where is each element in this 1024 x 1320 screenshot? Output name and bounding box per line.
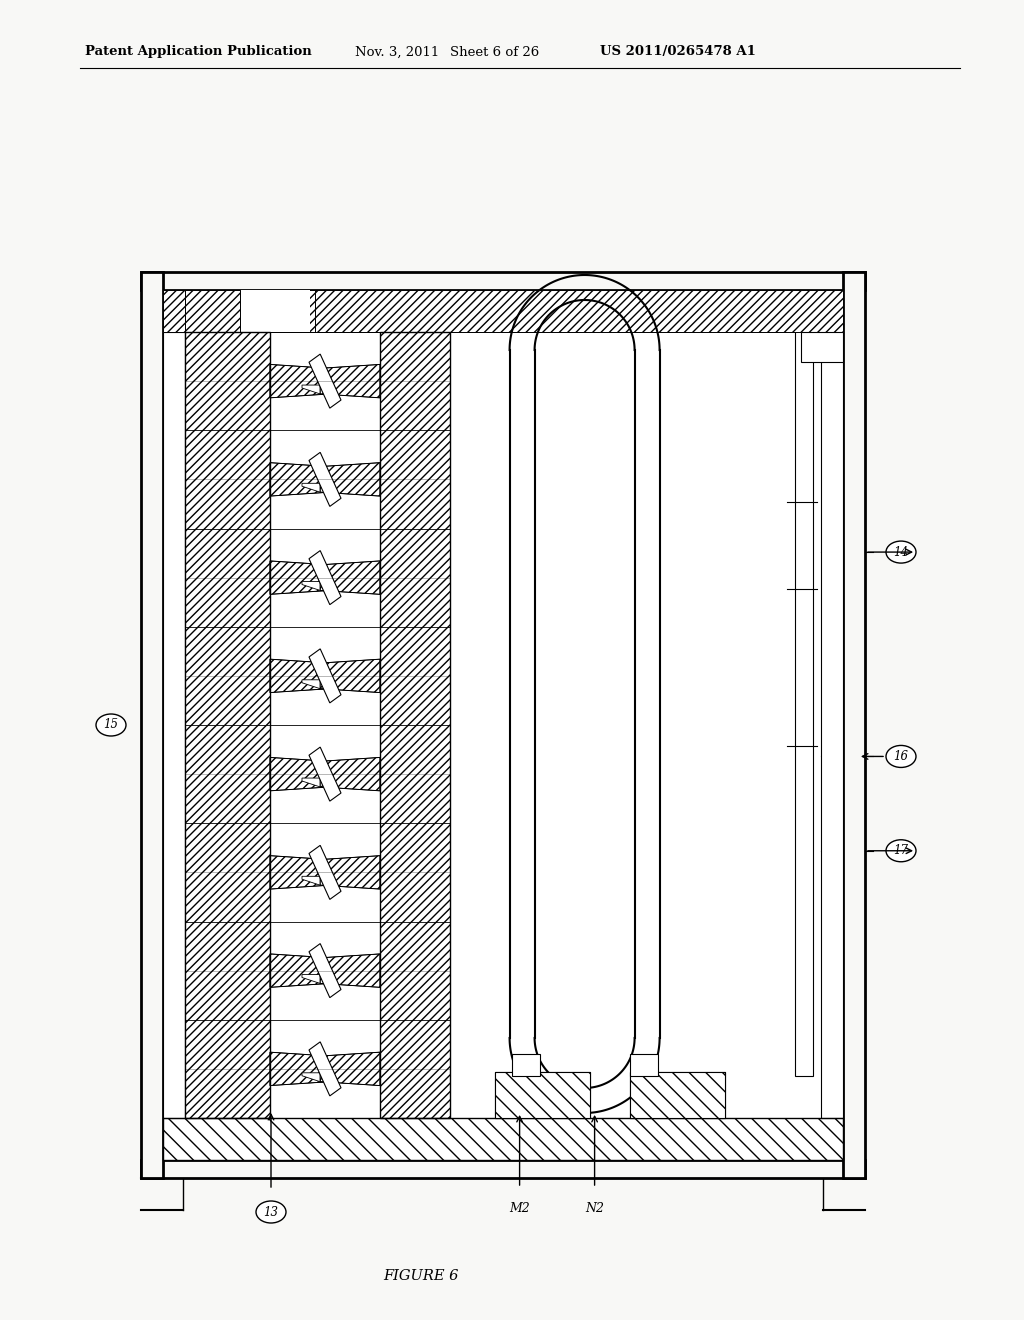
Polygon shape (330, 582, 348, 590)
Bar (821, 333, 843, 1118)
Bar (163, 1118, 843, 1160)
Bar (630, 1072, 725, 1118)
Polygon shape (270, 1052, 330, 1085)
Bar (801, 333, 843, 362)
Text: 14: 14 (894, 545, 908, 558)
Bar (185, 333, 270, 1118)
Bar (795, 290, 813, 1076)
Polygon shape (302, 385, 319, 393)
Bar (495, 1072, 590, 1118)
Bar (141, 272, 163, 1177)
Bar (185, 290, 240, 333)
Polygon shape (330, 974, 348, 983)
Bar (630, 1072, 725, 1118)
Polygon shape (309, 649, 341, 702)
Bar (380, 333, 450, 1118)
Polygon shape (309, 354, 341, 408)
Polygon shape (302, 974, 319, 983)
Ellipse shape (886, 541, 916, 564)
Bar (512, 1053, 540, 1076)
Bar (315, 290, 843, 333)
Polygon shape (319, 954, 380, 987)
Polygon shape (302, 582, 319, 590)
Bar (185, 290, 240, 333)
Bar (141, 272, 865, 290)
Text: 16: 16 (894, 750, 908, 763)
Polygon shape (270, 758, 330, 791)
Bar (240, 290, 310, 333)
Bar (141, 1160, 865, 1177)
Text: US 2011/0265478 A1: US 2011/0265478 A1 (600, 45, 756, 58)
Polygon shape (319, 758, 380, 791)
Polygon shape (330, 876, 348, 886)
Bar (163, 290, 185, 333)
Text: FIGURE 6: FIGURE 6 (384, 1269, 459, 1283)
Bar (843, 272, 865, 1177)
Polygon shape (270, 855, 330, 890)
Polygon shape (270, 954, 330, 987)
Bar (380, 333, 450, 1118)
Bar (163, 290, 843, 1160)
Text: Patent Application Publication: Patent Application Publication (85, 45, 311, 58)
Bar (185, 333, 270, 1118)
Polygon shape (319, 561, 380, 594)
Polygon shape (309, 747, 341, 801)
Polygon shape (270, 659, 330, 693)
Bar (163, 290, 843, 333)
Bar (495, 1072, 590, 1118)
Ellipse shape (886, 840, 916, 862)
Text: Nov. 3, 2011: Nov. 3, 2011 (355, 45, 439, 58)
Text: 13: 13 (263, 1205, 279, 1218)
Polygon shape (319, 855, 380, 890)
Polygon shape (302, 483, 319, 492)
Polygon shape (330, 385, 348, 393)
Polygon shape (330, 777, 348, 787)
Polygon shape (319, 463, 380, 496)
Text: M2: M2 (509, 1201, 530, 1214)
Polygon shape (270, 561, 330, 594)
Polygon shape (270, 364, 330, 397)
Bar (163, 1118, 843, 1160)
Ellipse shape (256, 1201, 286, 1224)
Polygon shape (270, 463, 330, 496)
Ellipse shape (96, 714, 126, 737)
Bar (163, 1118, 843, 1160)
Bar (630, 1072, 725, 1118)
Polygon shape (330, 483, 348, 492)
Bar (163, 1118, 843, 1160)
Polygon shape (309, 944, 341, 998)
Polygon shape (319, 1052, 380, 1085)
Polygon shape (319, 364, 380, 397)
Polygon shape (330, 680, 348, 689)
Bar (495, 1072, 590, 1118)
Polygon shape (302, 876, 319, 886)
Polygon shape (309, 845, 341, 899)
Bar (185, 290, 240, 333)
Bar (630, 1053, 657, 1076)
Polygon shape (319, 659, 380, 693)
Text: 15: 15 (103, 718, 119, 731)
Polygon shape (309, 453, 341, 507)
Polygon shape (302, 1073, 319, 1081)
Polygon shape (330, 1073, 348, 1081)
Polygon shape (309, 550, 341, 605)
Polygon shape (302, 680, 319, 689)
Bar (163, 333, 185, 1118)
Text: 17: 17 (894, 845, 908, 857)
Text: N2: N2 (585, 1201, 604, 1214)
Text: Sheet 6 of 26: Sheet 6 of 26 (450, 45, 540, 58)
Ellipse shape (886, 746, 916, 767)
Polygon shape (309, 1041, 341, 1096)
Polygon shape (302, 777, 319, 787)
